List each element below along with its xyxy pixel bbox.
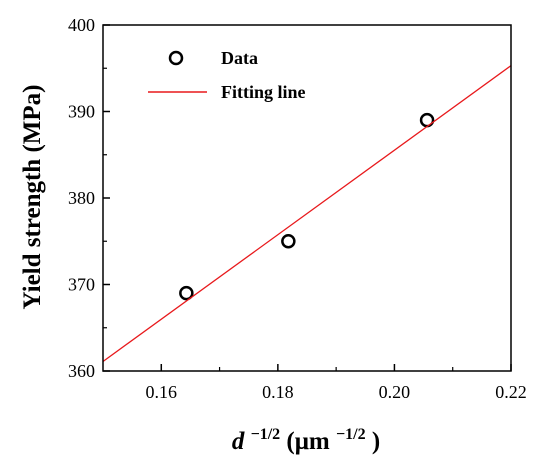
x-tick-label: 0.22 <box>495 382 527 402</box>
plot-area <box>102 65 512 363</box>
axes: 0.16 0.18 0.20 0.22 360 370 380 390 400 <box>68 15 527 402</box>
data-point <box>179 285 194 301</box>
legend-data-marker <box>168 50 184 66</box>
legend: Data Fitting line <box>148 48 306 102</box>
x-tick-label: 0.20 <box>379 382 411 402</box>
x-tick-label: 0.18 <box>262 382 294 402</box>
y-axis-label: Yield strength (MPa) <box>19 85 46 310</box>
x-tick-label: 0.16 <box>146 382 178 402</box>
data-point <box>281 234 296 249</box>
data-point <box>419 112 435 128</box>
y-tick-label: 360 <box>68 361 95 381</box>
legend-data-label: Data <box>221 48 258 68</box>
fitting-line <box>102 65 512 363</box>
legend-fit-label: Fitting line <box>221 82 306 102</box>
x-axis-label-unit: (μm <box>286 428 329 455</box>
y-tick-label: 370 <box>68 275 95 295</box>
x-axis-label: d −1/2 (μm −1/2 ) <box>232 418 380 455</box>
y-tick-label: 380 <box>68 188 95 208</box>
x-axis-label-d: d <box>232 428 245 455</box>
y-tick-label: 400 <box>68 15 95 35</box>
y-tick-label: 390 <box>68 102 95 122</box>
x-axis-label-close: ) <box>372 428 380 455</box>
x-axis-label-unit-exponent: −1/2 <box>336 426 366 443</box>
plot-frame <box>102 24 512 372</box>
x-axis-label-d-exponent: −1/2 <box>251 426 281 443</box>
